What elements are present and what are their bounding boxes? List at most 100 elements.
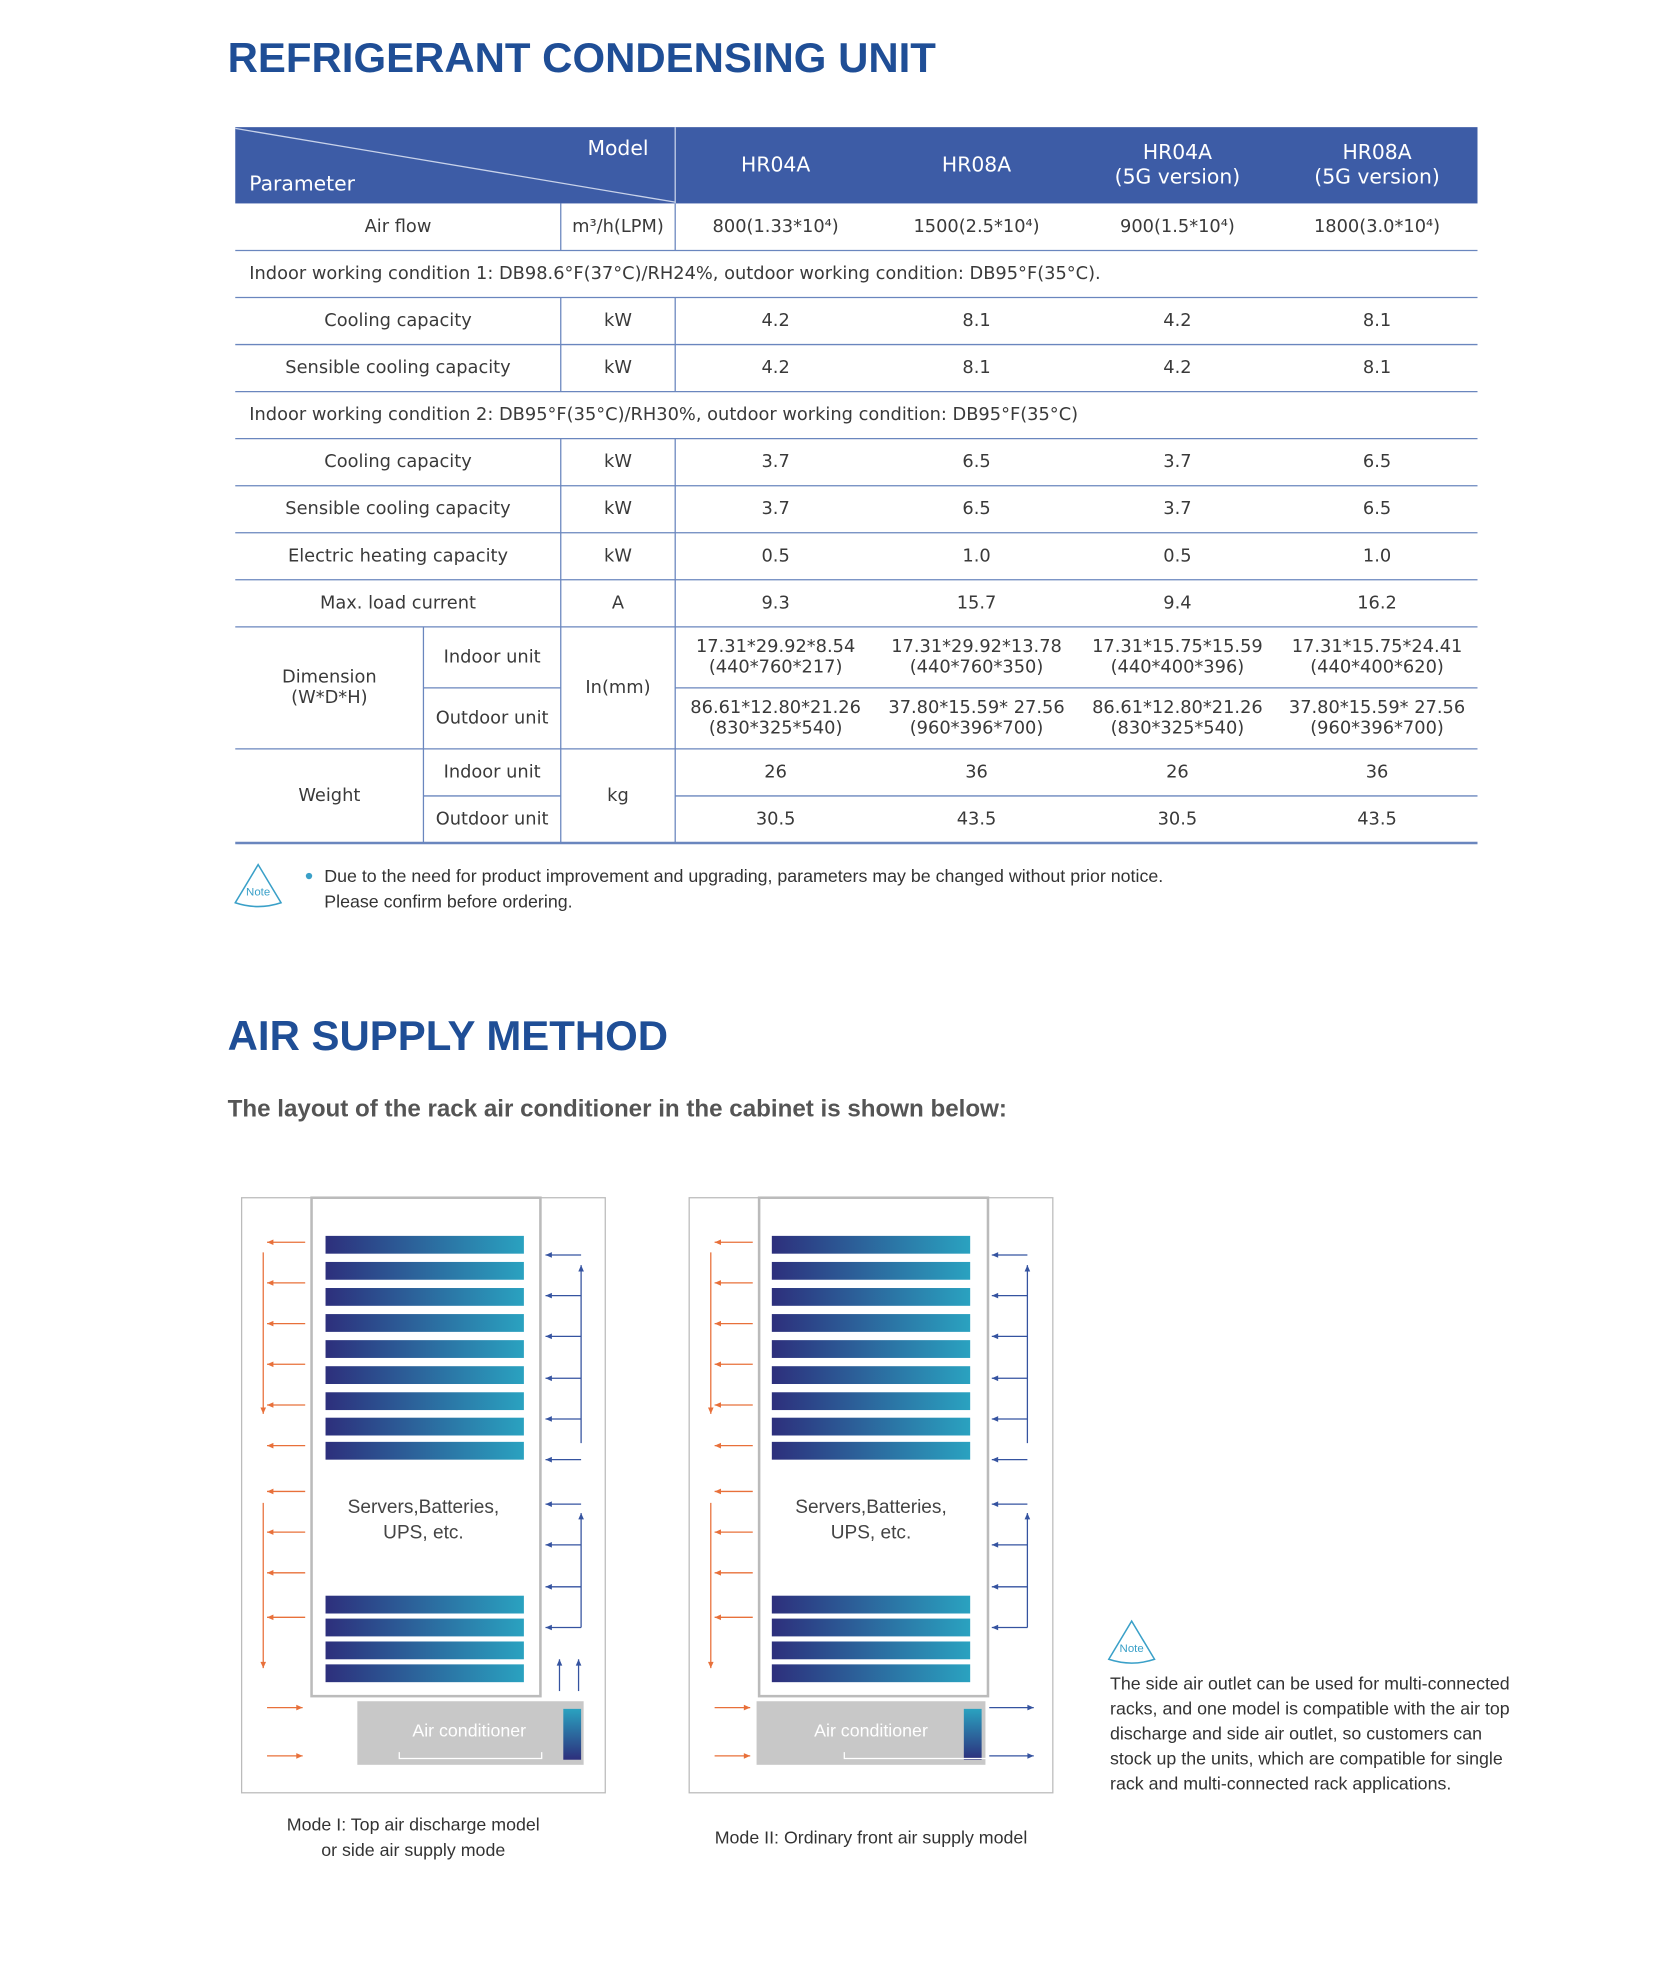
arrow-head xyxy=(991,1624,999,1631)
ac-gradient xyxy=(563,1708,582,1760)
header-diagonal xyxy=(235,127,676,203)
section-title: AIR SUPPLY METHOD xyxy=(228,1012,668,1059)
arrow-head xyxy=(743,1704,751,1711)
note-icon xyxy=(234,863,283,908)
header-text: HR08A xyxy=(1342,140,1411,164)
value: 800(1.33*10⁴) xyxy=(713,216,839,237)
arrow-head xyxy=(267,1614,274,1621)
row-label: Air flow xyxy=(365,216,432,237)
arrow-head xyxy=(1024,1513,1031,1520)
value: 8.1 xyxy=(962,357,990,378)
value: 15.7 xyxy=(957,592,997,613)
server-bar xyxy=(325,1288,524,1306)
value: 1800(3.0*10⁴) xyxy=(1314,216,1440,237)
arrow-head xyxy=(545,1252,552,1258)
value: 6.5 xyxy=(962,451,990,472)
server-bar xyxy=(771,1261,971,1280)
ac-bracket xyxy=(843,1752,988,1760)
arrow-head xyxy=(296,1704,303,1711)
arrow-head xyxy=(707,1407,714,1414)
arrow-head xyxy=(545,1292,552,1299)
arrow-head xyxy=(545,1333,552,1340)
value: 17.31*15.75*24.41 xyxy=(1292,636,1463,657)
unit: In(mm) xyxy=(585,677,650,698)
server-bar xyxy=(325,1366,524,1385)
row-label: Dimension xyxy=(282,667,377,688)
value: 30.5 xyxy=(1158,808,1198,829)
header-text: HR04A xyxy=(1143,140,1212,164)
note-text: Due to the need for product improvement … xyxy=(324,866,1163,886)
sub-label: Outdoor unit xyxy=(436,808,549,829)
arrow-head xyxy=(714,1570,721,1576)
arrow-head xyxy=(267,1402,274,1408)
server-bar xyxy=(771,1392,971,1411)
server-bar xyxy=(325,1314,524,1332)
arrow-head xyxy=(267,1529,274,1535)
table-header xyxy=(235,127,1478,204)
arrow-head xyxy=(260,1407,267,1414)
value: 17.31*29.92*8.54 xyxy=(696,636,855,657)
arrow-head xyxy=(545,1375,552,1382)
value: 0.5 xyxy=(1163,545,1191,566)
server-bar xyxy=(325,1340,524,1358)
value: 1500(2.5*10⁴) xyxy=(913,216,1039,237)
value: 37.80*15.59* 27.56 xyxy=(888,697,1064,718)
value: 3.7 xyxy=(1163,451,1191,472)
unit: m³/h(LPM) xyxy=(572,216,664,237)
arrow-head xyxy=(714,1529,721,1535)
header-text: (5G version) xyxy=(1115,164,1240,188)
arrow-head xyxy=(714,1361,721,1368)
arrow-head xyxy=(267,1239,274,1246)
value: 36 xyxy=(965,761,988,782)
sub-label: Indoor unit xyxy=(444,761,541,782)
note-text: discharge and side air outlet, so custom… xyxy=(1110,1724,1482,1744)
server-bar xyxy=(325,1417,524,1436)
unit: kW xyxy=(604,545,632,566)
note-text: Please confirm before ordering. xyxy=(324,891,572,911)
rack-label: UPS, etc. xyxy=(831,1522,912,1543)
server-bar xyxy=(325,1261,524,1280)
unit: kW xyxy=(604,451,632,472)
server-bar xyxy=(771,1288,971,1306)
header-text: Parameter xyxy=(249,171,355,195)
value: 4.2 xyxy=(761,310,789,331)
row-label: Cooling capacity xyxy=(324,451,471,472)
subtitle: The layout of the rack air conditioner i… xyxy=(228,1095,1007,1122)
arrow-head xyxy=(991,1542,999,1548)
value: (440*400*620) xyxy=(1310,657,1444,678)
server-bar xyxy=(325,1618,524,1637)
arrow-head xyxy=(991,1416,999,1422)
value: 37.80*15.59* 27.56 xyxy=(1289,697,1465,718)
ac-gradient xyxy=(963,1708,982,1760)
caption: Mode II: Ordinary front air supply model xyxy=(715,1827,1028,1847)
arrow-head xyxy=(575,1659,582,1666)
value: 4.2 xyxy=(1163,357,1191,378)
ac-label: Air conditioner xyxy=(814,1720,928,1740)
value: 17.31*29.92*13.78 xyxy=(891,636,1062,657)
value: 30.5 xyxy=(756,808,796,829)
value: 43.5 xyxy=(1357,808,1397,829)
condition-text: Indoor working condition 2: DB95°F(35°C)… xyxy=(249,404,1078,425)
arrow-head xyxy=(556,1659,563,1666)
value: (830*325*540) xyxy=(1111,718,1245,739)
unit: kW xyxy=(604,310,632,331)
arrow-head xyxy=(714,1320,721,1327)
note-icon xyxy=(1107,1619,1156,1664)
header-text: HR04A xyxy=(741,152,810,176)
caption: or side air supply mode xyxy=(321,1840,505,1860)
unit: kW xyxy=(604,498,632,519)
value: (960*396*700) xyxy=(910,718,1044,739)
server-bar xyxy=(771,1340,971,1358)
row-label: (W*D*H) xyxy=(291,687,367,708)
row-label: Sensible cooling capacity xyxy=(285,498,510,519)
note-icon-label: Note xyxy=(246,887,270,899)
server-bar xyxy=(325,1595,524,1614)
arrow-head xyxy=(267,1320,274,1327)
bullet xyxy=(305,872,313,880)
air-conditioner xyxy=(756,1701,986,1765)
value: 36 xyxy=(1366,761,1389,782)
ac-label: Air conditioner xyxy=(412,1720,526,1740)
arrow-head xyxy=(714,1239,721,1246)
header-text: (5G version) xyxy=(1314,164,1439,188)
value: (960*396*700) xyxy=(1310,718,1444,739)
